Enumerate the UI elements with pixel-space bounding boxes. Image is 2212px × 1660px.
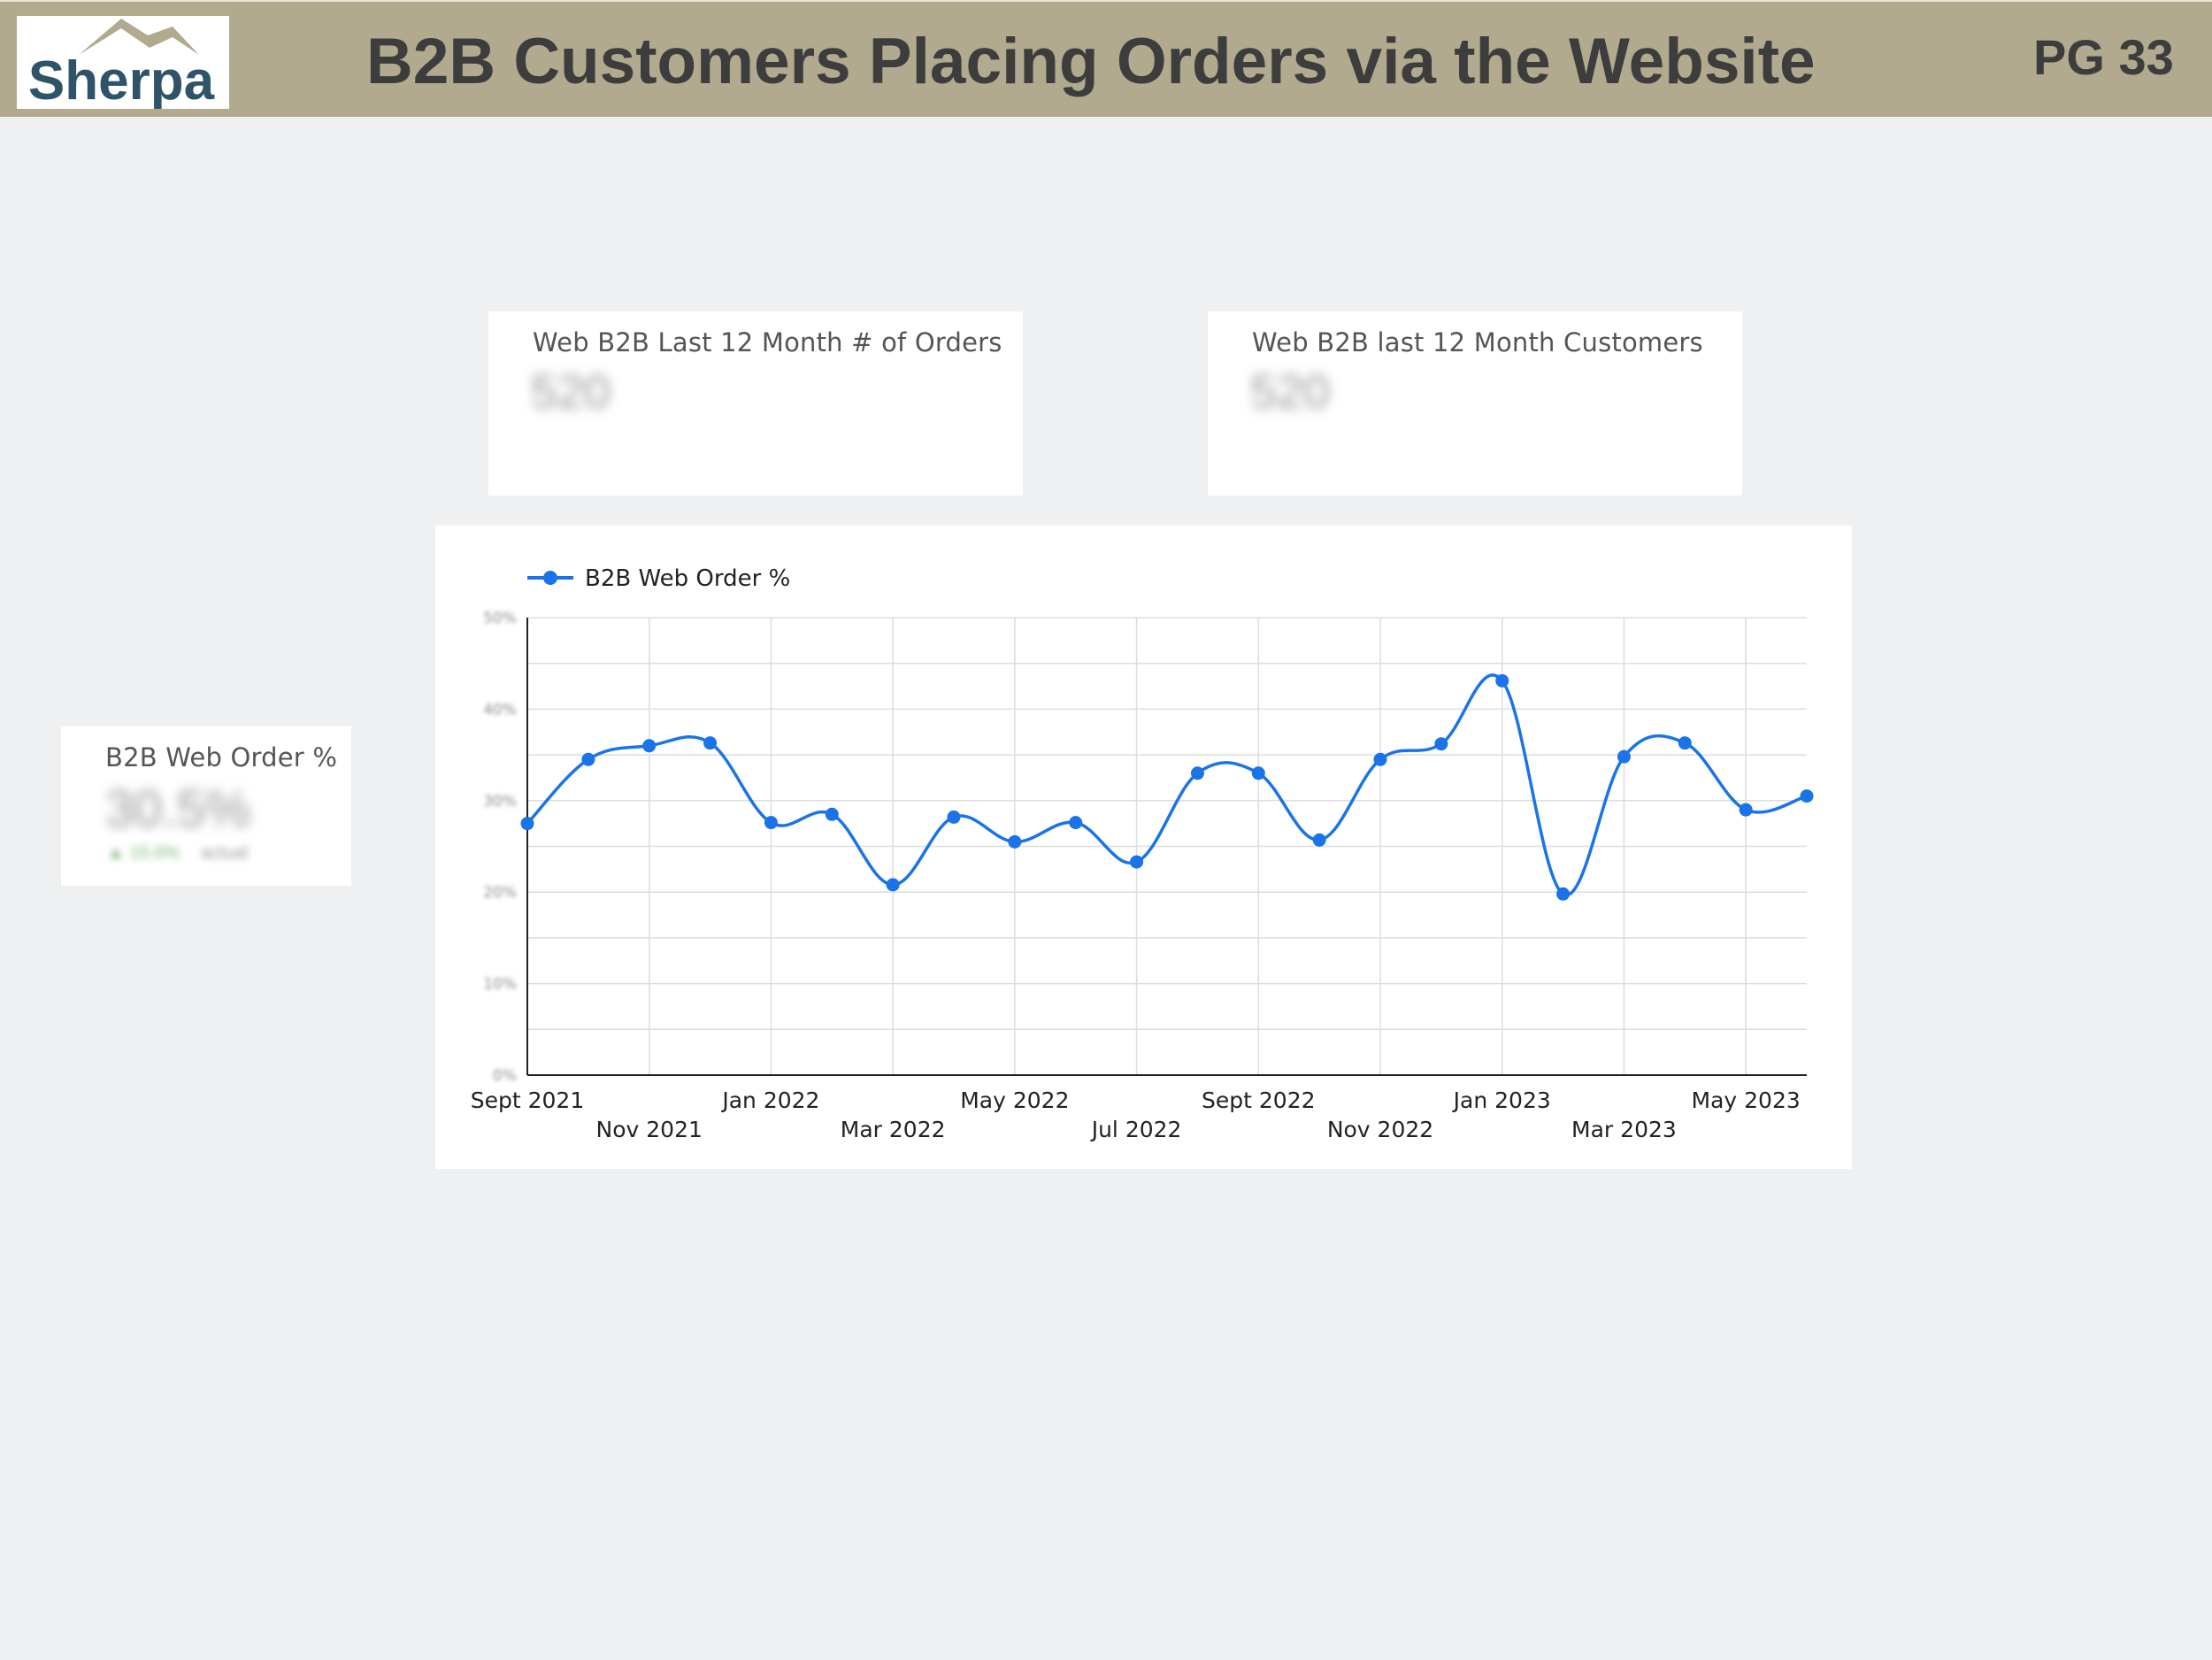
scorecard-customers-value: 520 bbox=[1250, 365, 1331, 419]
y-tick-label: 50% bbox=[483, 610, 517, 627]
data-point bbox=[1190, 766, 1204, 780]
y-tick-label: 10% bbox=[483, 976, 517, 994]
data-point bbox=[1800, 789, 1814, 803]
x-tick-label: Mar 2023 bbox=[1571, 1117, 1677, 1142]
data-point bbox=[1495, 673, 1509, 688]
data-point bbox=[1130, 855, 1144, 869]
data-point bbox=[581, 752, 595, 766]
line-chart: 50% 40% 30% 20% 10% 0% Sept 2021 Nov 2021 Jan 2… bbox=[471, 565, 1814, 1142]
mountain-logo-icon: Sherpa bbox=[28, 19, 215, 109]
data-point bbox=[1678, 736, 1692, 750]
x-tick-label: Jan 2022 bbox=[720, 1087, 819, 1113]
chart-grid bbox=[526, 617, 1807, 1076]
data-point bbox=[764, 816, 778, 830]
data-point bbox=[1617, 749, 1631, 764]
data-point bbox=[1556, 887, 1571, 901]
scorecard-web-order-pct-title: B2B Web Order % bbox=[105, 742, 338, 772]
chart-legend: B2B Web Order % bbox=[527, 565, 790, 592]
legend-entry: B2B Web Order % bbox=[585, 565, 790, 592]
data-point bbox=[1434, 737, 1448, 751]
scorecard-web-order-pct-delta: ▲ 15.0% bbox=[107, 843, 180, 863]
scorecard-web-order-pct: B2B Web Order % 30.5% ▲ 15.0% actual bbox=[61, 726, 351, 886]
logo-text: Sherpa bbox=[28, 50, 215, 109]
series-layer bbox=[520, 673, 1814, 901]
x-tick-label: Nov 2022 bbox=[1327, 1117, 1433, 1142]
page-title: B2B Customers Placing Orders via the Web… bbox=[366, 26, 1816, 97]
chart-card: 50% 40% 30% 20% 10% 0% Sept 2021 Nov 2021 Jan 2… bbox=[435, 526, 1852, 1169]
x-axis-labels: Sept 2021 Nov 2021 Jan 2022 Mar 2022 May 202… bbox=[471, 1087, 1801, 1142]
scorecard-web-order-pct-value: 30.5% bbox=[105, 780, 251, 838]
x-tick-label: Mar 2022 bbox=[841, 1117, 946, 1142]
y-tick-label: 20% bbox=[483, 884, 517, 902]
x-tick-label: Sept 2022 bbox=[1202, 1087, 1316, 1113]
data-point bbox=[886, 878, 900, 892]
data-point bbox=[520, 817, 534, 831]
x-tick-label: Nov 2021 bbox=[596, 1117, 703, 1142]
sherpa-logo: Sherpa bbox=[17, 16, 229, 109]
chart-axes bbox=[526, 618, 1807, 1076]
scorecard-customers: Web B2B last 12 Month Customers 520 bbox=[1208, 311, 1742, 496]
scorecard-customers-title: Web B2B last 12 Month Customers bbox=[1252, 327, 1703, 357]
data-point bbox=[825, 807, 839, 821]
legend-marker-icon bbox=[543, 571, 557, 585]
x-tick-label: Jan 2023 bbox=[1452, 1087, 1551, 1113]
scorecard-orders-title: Web B2B Last 12 Month # of Orders bbox=[533, 327, 1002, 357]
y-tick-label: 0% bbox=[493, 1067, 517, 1085]
x-tick-label: Jul 2022 bbox=[1090, 1117, 1182, 1142]
x-tick-label: May 2023 bbox=[1692, 1087, 1801, 1113]
data-point bbox=[947, 810, 961, 824]
data-point bbox=[1373, 752, 1387, 766]
data-point bbox=[1069, 816, 1083, 830]
series-line bbox=[526, 673, 1808, 897]
data-point bbox=[642, 739, 657, 753]
x-tick-label: Sept 2021 bbox=[471, 1087, 585, 1113]
scorecard-orders-value: 520 bbox=[531, 365, 611, 419]
x-tick-label: May 2022 bbox=[960, 1087, 1069, 1113]
page-number: PG 33 bbox=[2033, 29, 2174, 85]
data-point bbox=[1312, 833, 1326, 847]
y-tick-label: 30% bbox=[483, 793, 517, 811]
header-bar: Sherpa B2B Customers Placing Orders via … bbox=[0, 0, 2212, 117]
y-axis-labels: 50% 40% 30% 20% 10% 0% bbox=[483, 610, 517, 1085]
scorecard-web-order-pct-delta-note: actual bbox=[201, 843, 249, 863]
data-point bbox=[1739, 803, 1753, 817]
data-point bbox=[703, 736, 718, 750]
data-point bbox=[1251, 766, 1265, 780]
data-point bbox=[1008, 834, 1022, 849]
y-tick-label: 40% bbox=[483, 701, 517, 719]
scorecard-orders: Web B2B Last 12 Month # of Orders 520 bbox=[488, 311, 1023, 496]
